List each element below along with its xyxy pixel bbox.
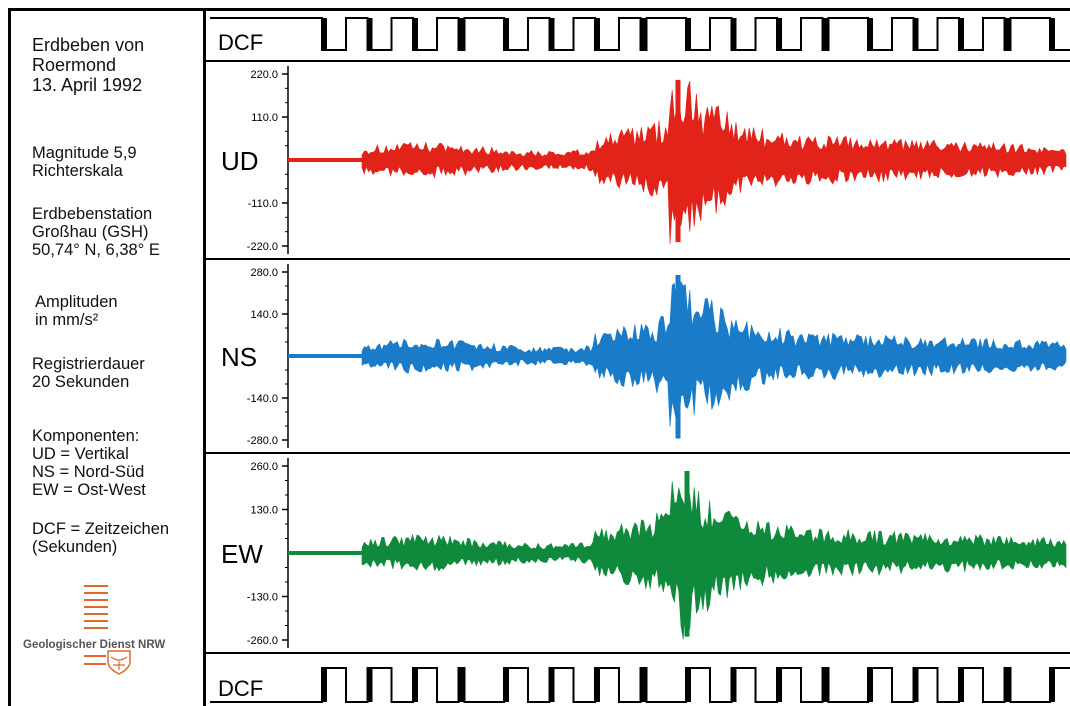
dcf-tick <box>1005 668 1010 702</box>
y-tick-label: 110.0 <box>251 112 278 124</box>
seismogram-panels: 220.0 110.0 -110.0 -220.0 UD 280.0 140.0 -140.0… <box>221 66 1067 648</box>
dcf-tick <box>368 18 373 50</box>
dcf-tick <box>869 668 873 702</box>
dcf-tick <box>596 18 600 50</box>
dcf-legend-text: DCF = Zeitzeichen (Sekunden) <box>32 520 170 556</box>
dcf-label-top: DCF <box>218 30 263 55</box>
dcf-tick <box>414 18 418 50</box>
title-text: Erdbeben von Roermond 13. April 1992 <box>32 35 145 95</box>
dcf-tick <box>914 18 919 50</box>
component-label: EW <box>221 539 263 569</box>
y-tick-label: -220.0 <box>247 241 278 253</box>
dcf-tick <box>323 18 327 50</box>
y-tick-label: -110.0 <box>248 198 278 210</box>
chart-frame <box>8 8 1070 706</box>
dcf-tick <box>778 668 782 702</box>
waveform-ud <box>361 81 1067 245</box>
dcf-tick <box>641 18 646 50</box>
y-tick-label: 280.0 <box>250 267 278 279</box>
dcf-tick <box>823 18 828 50</box>
dcf-top-signal <box>210 17 1070 51</box>
duration-text: Registrierdauer 20 Sekunden <box>32 355 145 391</box>
dcf-tick <box>914 668 919 702</box>
dcf-tick <box>550 668 555 702</box>
y-tick-label: -260.0 <box>247 635 278 647</box>
amplitude-text: Amplituden in mm/s² <box>35 293 118 329</box>
magnitude-text: Magnitude 5,9 Richterskala <box>32 144 137 180</box>
sidebar-divider <box>203 8 206 706</box>
waveform-ns <box>361 280 1067 427</box>
dcf-bottom-signal <box>210 667 1070 703</box>
y-tick-label: 140.0 <box>250 309 278 321</box>
dcf-tick <box>550 18 555 50</box>
dcf-tick <box>869 18 873 50</box>
dcf-tick <box>459 668 464 702</box>
dcf-tick <box>414 668 418 702</box>
dcf-tick <box>778 18 782 50</box>
dcf-tick <box>687 668 691 702</box>
panel-divider-2 <box>205 452 1070 454</box>
y-tick-label: -130.0 <box>247 592 278 604</box>
waveform-ew <box>361 481 1067 640</box>
dcf-tick <box>1051 18 1055 50</box>
dcf-tick <box>687 18 691 50</box>
station-text: Erdbebenstation Großhau (GSH) 50,74° N, … <box>32 205 160 259</box>
panel-divider-top <box>205 60 1070 62</box>
nrw-crest-icon <box>107 650 131 675</box>
y-tick-label: -140.0 <box>247 393 278 405</box>
panel-divider-1 <box>205 258 1070 260</box>
panel-divider-bottom <box>205 652 1070 654</box>
dcf-tick <box>1051 668 1055 702</box>
dcf-tick <box>1005 18 1010 50</box>
dcf-pulse-line <box>210 667 1070 703</box>
dcf-tick <box>505 668 509 702</box>
component-label: NS <box>221 342 257 372</box>
dcf-tick <box>732 668 737 702</box>
component-label: UD <box>221 146 259 176</box>
dcf-tick <box>368 668 373 702</box>
dcf-tick <box>459 18 464 50</box>
y-tick-label: 130.0 <box>250 505 278 517</box>
dcf-pulse-line <box>210 17 1070 51</box>
y-tick-label: -280.0 <box>247 435 278 447</box>
dcf-tick <box>732 18 737 50</box>
dcf-tick <box>641 668 646 702</box>
dcf-tick <box>960 18 964 50</box>
components-text: Komponenten: UD = Vertikal NS = Nord-Süd… <box>32 427 146 499</box>
dcf-label-bottom: DCF <box>218 676 263 701</box>
dcf-tick <box>505 18 509 50</box>
y-tick-label: 220.0 <box>250 69 278 81</box>
dcf-tick <box>323 668 327 702</box>
dcf-tick <box>823 668 828 702</box>
logo-text: Geologischer Dienst NRW <box>23 639 166 651</box>
dcf-tick <box>596 668 600 702</box>
info-sidebar: Erdbeben von Roermond 13. April 1992 Mag… <box>11 11 204 701</box>
y-tick-label: 260.0 <box>250 461 278 473</box>
dcf-tick <box>960 668 964 702</box>
